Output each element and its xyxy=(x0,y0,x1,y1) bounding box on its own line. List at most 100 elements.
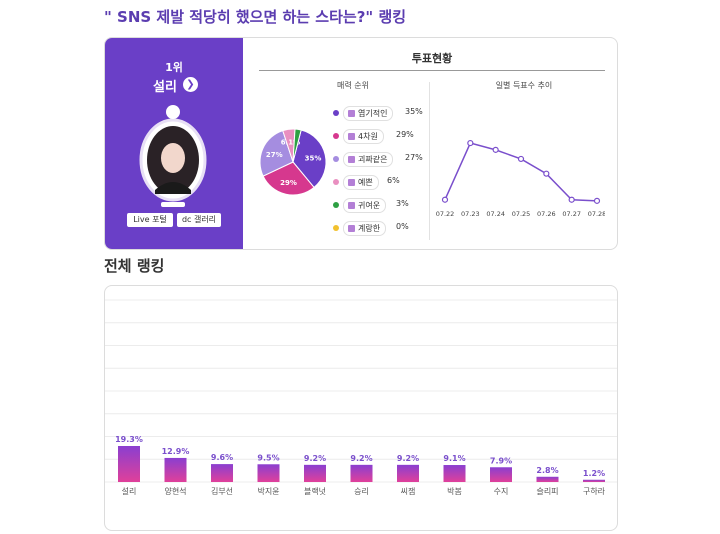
legend-label: 엽기적인 xyxy=(343,106,394,121)
bar-value-label: 19.3% xyxy=(115,435,143,444)
line-chart: 07.22 07.23 07.24 07.25 07.26 07.27 07.28 xyxy=(436,139,605,218)
x-tick-label: 블랙넛 xyxy=(304,486,326,496)
winner-panel[interactable]: 1위 설리 ❯ Live 포털 dc 갤러리 xyxy=(105,38,243,249)
line-point[interactable] xyxy=(441,196,449,203)
vote-square-icon xyxy=(348,225,355,232)
x-tick-label: 양현석 xyxy=(164,486,186,496)
bar[interactable] xyxy=(257,464,280,482)
bar-value-label: 1.2% xyxy=(583,469,605,478)
bar[interactable] xyxy=(490,467,512,482)
x-tick-label: 07.23 xyxy=(461,210,480,218)
x-tick-label: 김부선 xyxy=(211,486,233,496)
x-tick-label: 07.24 xyxy=(486,210,505,218)
section-title: 전체 랭킹 xyxy=(104,257,165,275)
legend-label-text: 엽기적인 xyxy=(358,109,388,118)
legend-label-text: 4차원 xyxy=(358,132,378,141)
line-point[interactable] xyxy=(568,196,575,203)
ranking-card: 19.3% 설리 12.9% 양현석 9.6% 김부선 9.5% 박지윤 9.2% 블랙넛 9.2%… xyxy=(104,285,618,531)
x-tick-label: 박봄 xyxy=(447,486,462,496)
bar-value-label: 9.2% xyxy=(304,454,326,463)
x-tick-label: 씨잼 xyxy=(401,486,416,496)
pie-chart: 35% 29% 27% 6.1% xyxy=(259,128,327,196)
legend-label: 4차원 xyxy=(343,129,384,144)
legend-dot-icon xyxy=(333,179,339,185)
legend-label-text: 계랑한 xyxy=(358,224,381,233)
pie-slice-label: 6.1% xyxy=(281,139,300,147)
bar[interactable] xyxy=(443,465,466,482)
x-tick-label: 슬리피 xyxy=(536,486,558,496)
line-point[interactable] xyxy=(492,146,499,153)
chevron-right-icon[interactable]: ❯ xyxy=(183,77,198,92)
legend-percent: 27% xyxy=(405,153,423,162)
bar-value-label: 9.2% xyxy=(350,454,372,463)
pie-slice-label: 27% xyxy=(266,151,283,159)
pie-chart-title: 매력 순위 xyxy=(337,81,369,90)
legend-dot-icon xyxy=(333,133,339,139)
vote-square-icon xyxy=(348,179,355,186)
winner-rank: 1위 xyxy=(165,61,183,74)
vote-square-icon xyxy=(348,133,355,140)
bar[interactable] xyxy=(397,464,419,482)
x-tick-label: 07.26 xyxy=(537,210,556,218)
x-tick-label: 설리 xyxy=(122,486,137,496)
bar-value-label: 9.5% xyxy=(257,453,279,462)
vote-square-icon xyxy=(348,156,355,163)
bar-value-label: 2.8% xyxy=(536,466,558,475)
x-tick-label: 07.27 xyxy=(562,210,581,218)
bar-value-label: 9.6% xyxy=(211,453,233,462)
bar[interactable] xyxy=(304,464,326,482)
pie-slice-label: 35% xyxy=(305,155,322,163)
legend-percent: 3% xyxy=(396,199,409,208)
line-point[interactable] xyxy=(593,197,601,204)
live-portal-button[interactable]: Live 포털 xyxy=(127,213,173,227)
legend-percent: 0% xyxy=(396,222,409,231)
pie-slice-4[interactable] xyxy=(292,128,302,163)
legend-dot-icon xyxy=(333,225,339,231)
vote-square-icon xyxy=(348,202,355,209)
divider xyxy=(429,82,430,240)
bar-value-label: 9.1% xyxy=(443,454,465,463)
bar[interactable] xyxy=(118,446,140,482)
bar[interactable] xyxy=(583,479,605,482)
ranking-bar-chart: 19.3% 설리 12.9% 양현석 9.6% 김부선 9.5% 박지윤 9.2% 블랙넛 9.2%… xyxy=(105,299,617,496)
line-point[interactable] xyxy=(543,170,550,177)
x-tick-label: 구하라 xyxy=(583,486,606,496)
bar-value-label: 7.9% xyxy=(490,456,512,465)
legend-dot-icon xyxy=(333,156,339,162)
bar-value-label: 9.2% xyxy=(397,454,419,463)
bar[interactable] xyxy=(211,464,233,482)
x-tick-label: 승리 xyxy=(354,487,369,496)
vote-square-icon xyxy=(348,110,355,117)
vote-summary-card: 1위 설리 ❯ Live 포털 dc 갤러리 투표현황 매력 순위 일별 득표수… xyxy=(104,37,618,250)
legend-label: 계랑한 xyxy=(343,221,387,236)
bar[interactable] xyxy=(164,457,187,482)
bar[interactable] xyxy=(536,476,559,482)
winner-photo-mirror xyxy=(139,105,207,207)
pie-slice-label: 29% xyxy=(280,179,297,187)
line-chart-title: 일별 득표수 추이 xyxy=(495,81,553,90)
legend-label-text: 괴짜같은 xyxy=(358,155,388,164)
legend-percent: 29% xyxy=(396,130,414,139)
x-tick-label: 07.28 xyxy=(588,210,605,218)
legend-percent: 6% xyxy=(387,176,400,185)
legend-label: 귀여운 xyxy=(343,198,387,213)
x-tick-label: 07.22 xyxy=(436,210,455,218)
x-tick-label: 박지윤 xyxy=(257,486,279,496)
vote-status-title: 투표현황 xyxy=(411,52,453,65)
pie-slice-2[interactable] xyxy=(259,129,294,177)
legend-label-text: 귀여운 xyxy=(358,201,381,210)
winner-name[interactable]: 설리 xyxy=(153,80,177,95)
legend-label: 예쁜 xyxy=(343,175,379,190)
legend-percent: 35% xyxy=(405,107,423,116)
line-point[interactable] xyxy=(517,155,525,163)
legend-label-text: 예쁜 xyxy=(358,178,373,187)
x-tick-label: 수지 xyxy=(494,487,509,496)
bar-value-label: 12.9% xyxy=(162,447,190,456)
line-point[interactable] xyxy=(467,139,474,147)
legend-dot-icon xyxy=(333,202,339,208)
bar[interactable] xyxy=(350,464,373,482)
dc-gallery-button[interactable]: dc 갤러리 xyxy=(177,213,221,227)
page-title: " SNS 제발 적당히 했으면 하는 스타는?" 랭킹 xyxy=(104,8,407,26)
line-series xyxy=(444,142,598,202)
pie-slice-0[interactable] xyxy=(292,129,327,189)
